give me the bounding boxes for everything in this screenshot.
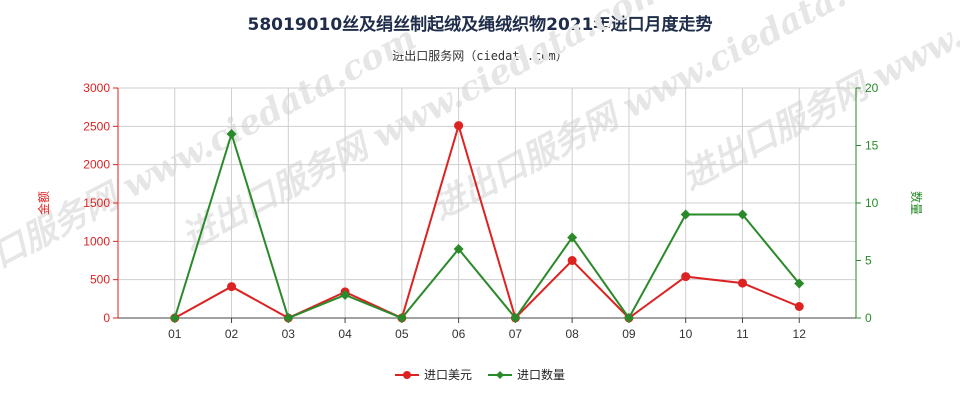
- series-1-point: [396, 313, 407, 323]
- series-1-point: [737, 209, 748, 220]
- series-0-point: [681, 272, 691, 282]
- legend-label-0: 进口美元: [424, 368, 472, 382]
- y-right-tick-label: 5: [865, 254, 872, 268]
- x-tick-label: 07: [509, 327, 523, 341]
- y-right-tick-label: 15: [865, 139, 879, 153]
- series-1-point: [453, 244, 464, 254]
- chart-title: 58019010丝及绢丝制起绒及绳绒织物2021年进口月度走势: [247, 15, 713, 35]
- y-left-tick-label: 2000: [83, 158, 110, 172]
- x-tick-label: 02: [225, 327, 239, 341]
- series-1-point: [226, 129, 237, 139]
- legend-label-1: 进口数量: [517, 367, 565, 382]
- series-1-point: [283, 313, 294, 323]
- series-1-point: [623, 313, 634, 323]
- x-tick-label: 01: [168, 327, 182, 341]
- series-0-point: [794, 302, 804, 311]
- series-1-point: [340, 290, 351, 300]
- legend-marker-0: [403, 371, 411, 379]
- x-tick-label: 12: [793, 327, 807, 341]
- y-left-tick-label: 500: [90, 273, 110, 287]
- x-tick-label: 05: [395, 327, 409, 341]
- y-left-tick-label: 2500: [83, 119, 110, 133]
- x-tick-label: 09: [622, 327, 636, 341]
- series-0-point: [454, 121, 464, 131]
- y-right-axis-title: 数量: [909, 191, 924, 215]
- series-1-point: [680, 209, 691, 220]
- series-1-point: [510, 313, 521, 323]
- chart-subtitle: 进出口服务网（ciedata.com）: [392, 49, 568, 63]
- series-0-point: [227, 282, 237, 292]
- y-left-tick-label: 1500: [83, 196, 110, 210]
- y-left-tick-label: 1000: [83, 234, 110, 248]
- series-line-1: [173, 130, 801, 320]
- series-line-0: [174, 122, 800, 320]
- x-tick-label: 08: [565, 327, 579, 341]
- y-left-tick-label: 0: [103, 311, 110, 325]
- y-left-axis-title: 金额: [36, 191, 51, 215]
- y-left-tick-label: 3000: [83, 81, 110, 95]
- legend-marker-1: [496, 371, 504, 379]
- x-tick-label: 03: [282, 327, 296, 341]
- series-1-point: [794, 278, 805, 289]
- x-tick-label: 11: [736, 327, 749, 341]
- watermark-text: 进出口服务网 www.ciedata.com: [675, 0, 960, 198]
- y-right-tick-label: 20: [865, 81, 879, 95]
- series-1-point: [567, 232, 578, 243]
- series-1-point: [169, 313, 180, 323]
- x-tick-label: 10: [679, 327, 693, 341]
- y-right-tick-label: 0: [865, 311, 872, 325]
- x-tick-label: 04: [338, 327, 352, 341]
- series-0-point: [737, 278, 747, 288]
- y-right-tick-label: 10: [865, 196, 879, 210]
- x-tick-label: 06: [452, 327, 466, 341]
- series-0-point: [567, 256, 577, 265]
